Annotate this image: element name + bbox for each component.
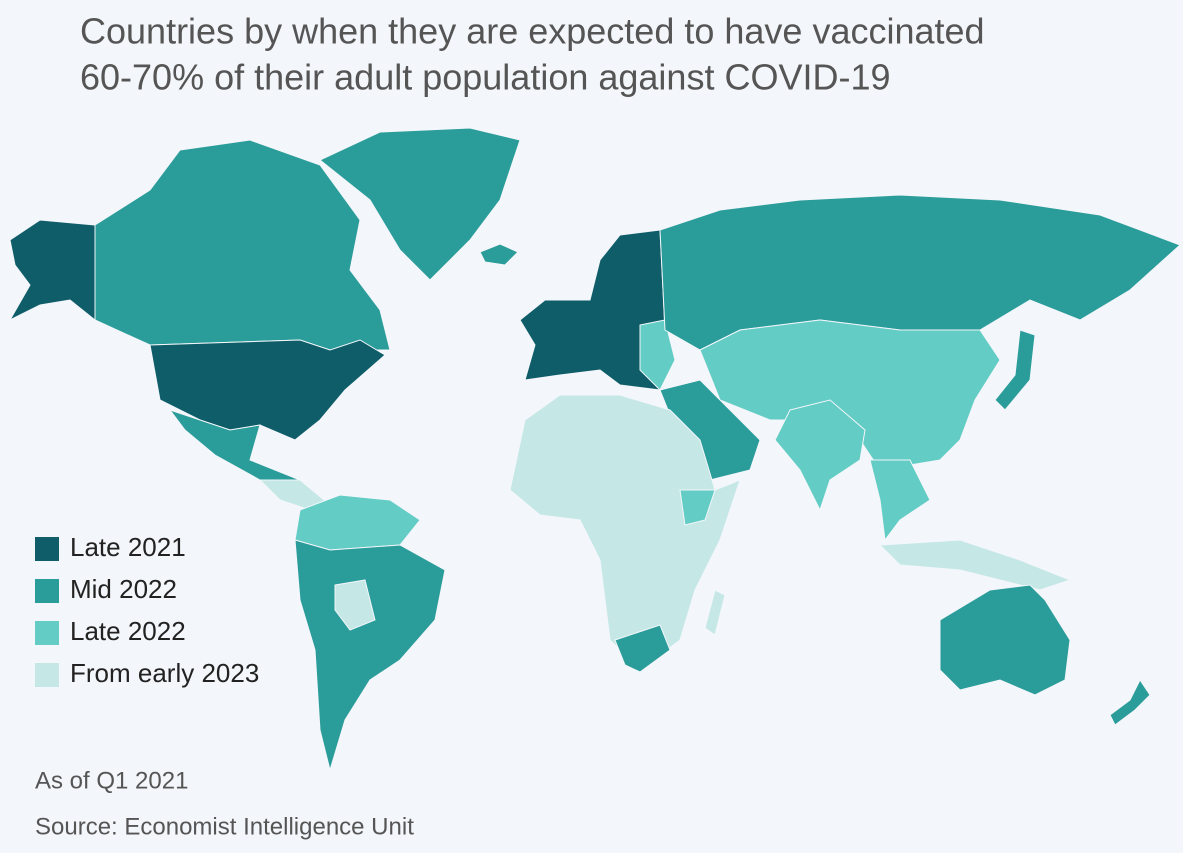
region: [994, 329, 1036, 411]
source: Source: Economist Intelligence Unit: [35, 813, 414, 840]
region: [1109, 679, 1151, 726]
legend-label: Late 2021: [70, 532, 186, 562]
title-line: 60-70% of their adult population against…: [80, 57, 891, 98]
legend-label: Mid 2022: [70, 574, 177, 604]
region: [334, 579, 376, 631]
region: [479, 243, 519, 266]
region: [519, 229, 666, 391]
region: [294, 539, 446, 772]
region: [878, 539, 1072, 591]
legend-label: From early 2023: [70, 658, 259, 688]
title-line: Countries by when they are expected to h…: [80, 11, 985, 52]
region: [639, 319, 676, 391]
note: As of Q1 2021: [35, 767, 188, 794]
legend-swatch: [35, 621, 59, 645]
legend-label: Late 2022: [70, 616, 186, 646]
region: [8, 219, 96, 322]
region: [679, 489, 716, 526]
world-map: [8, 127, 1181, 772]
region: [319, 127, 521, 281]
region: [704, 589, 726, 636]
region: [774, 399, 866, 512]
region: [869, 459, 931, 542]
region: [168, 409, 301, 481]
region: [509, 394, 741, 671]
region: [939, 584, 1071, 696]
region: [614, 624, 671, 673]
legend: Late 2021 Mid 2022 Late 2022 From early 202…: [35, 532, 259, 688]
legend-swatch: [35, 537, 59, 561]
legend-swatch: [35, 579, 59, 603]
legend-swatch: [35, 663, 59, 687]
region: [659, 194, 1181, 351]
